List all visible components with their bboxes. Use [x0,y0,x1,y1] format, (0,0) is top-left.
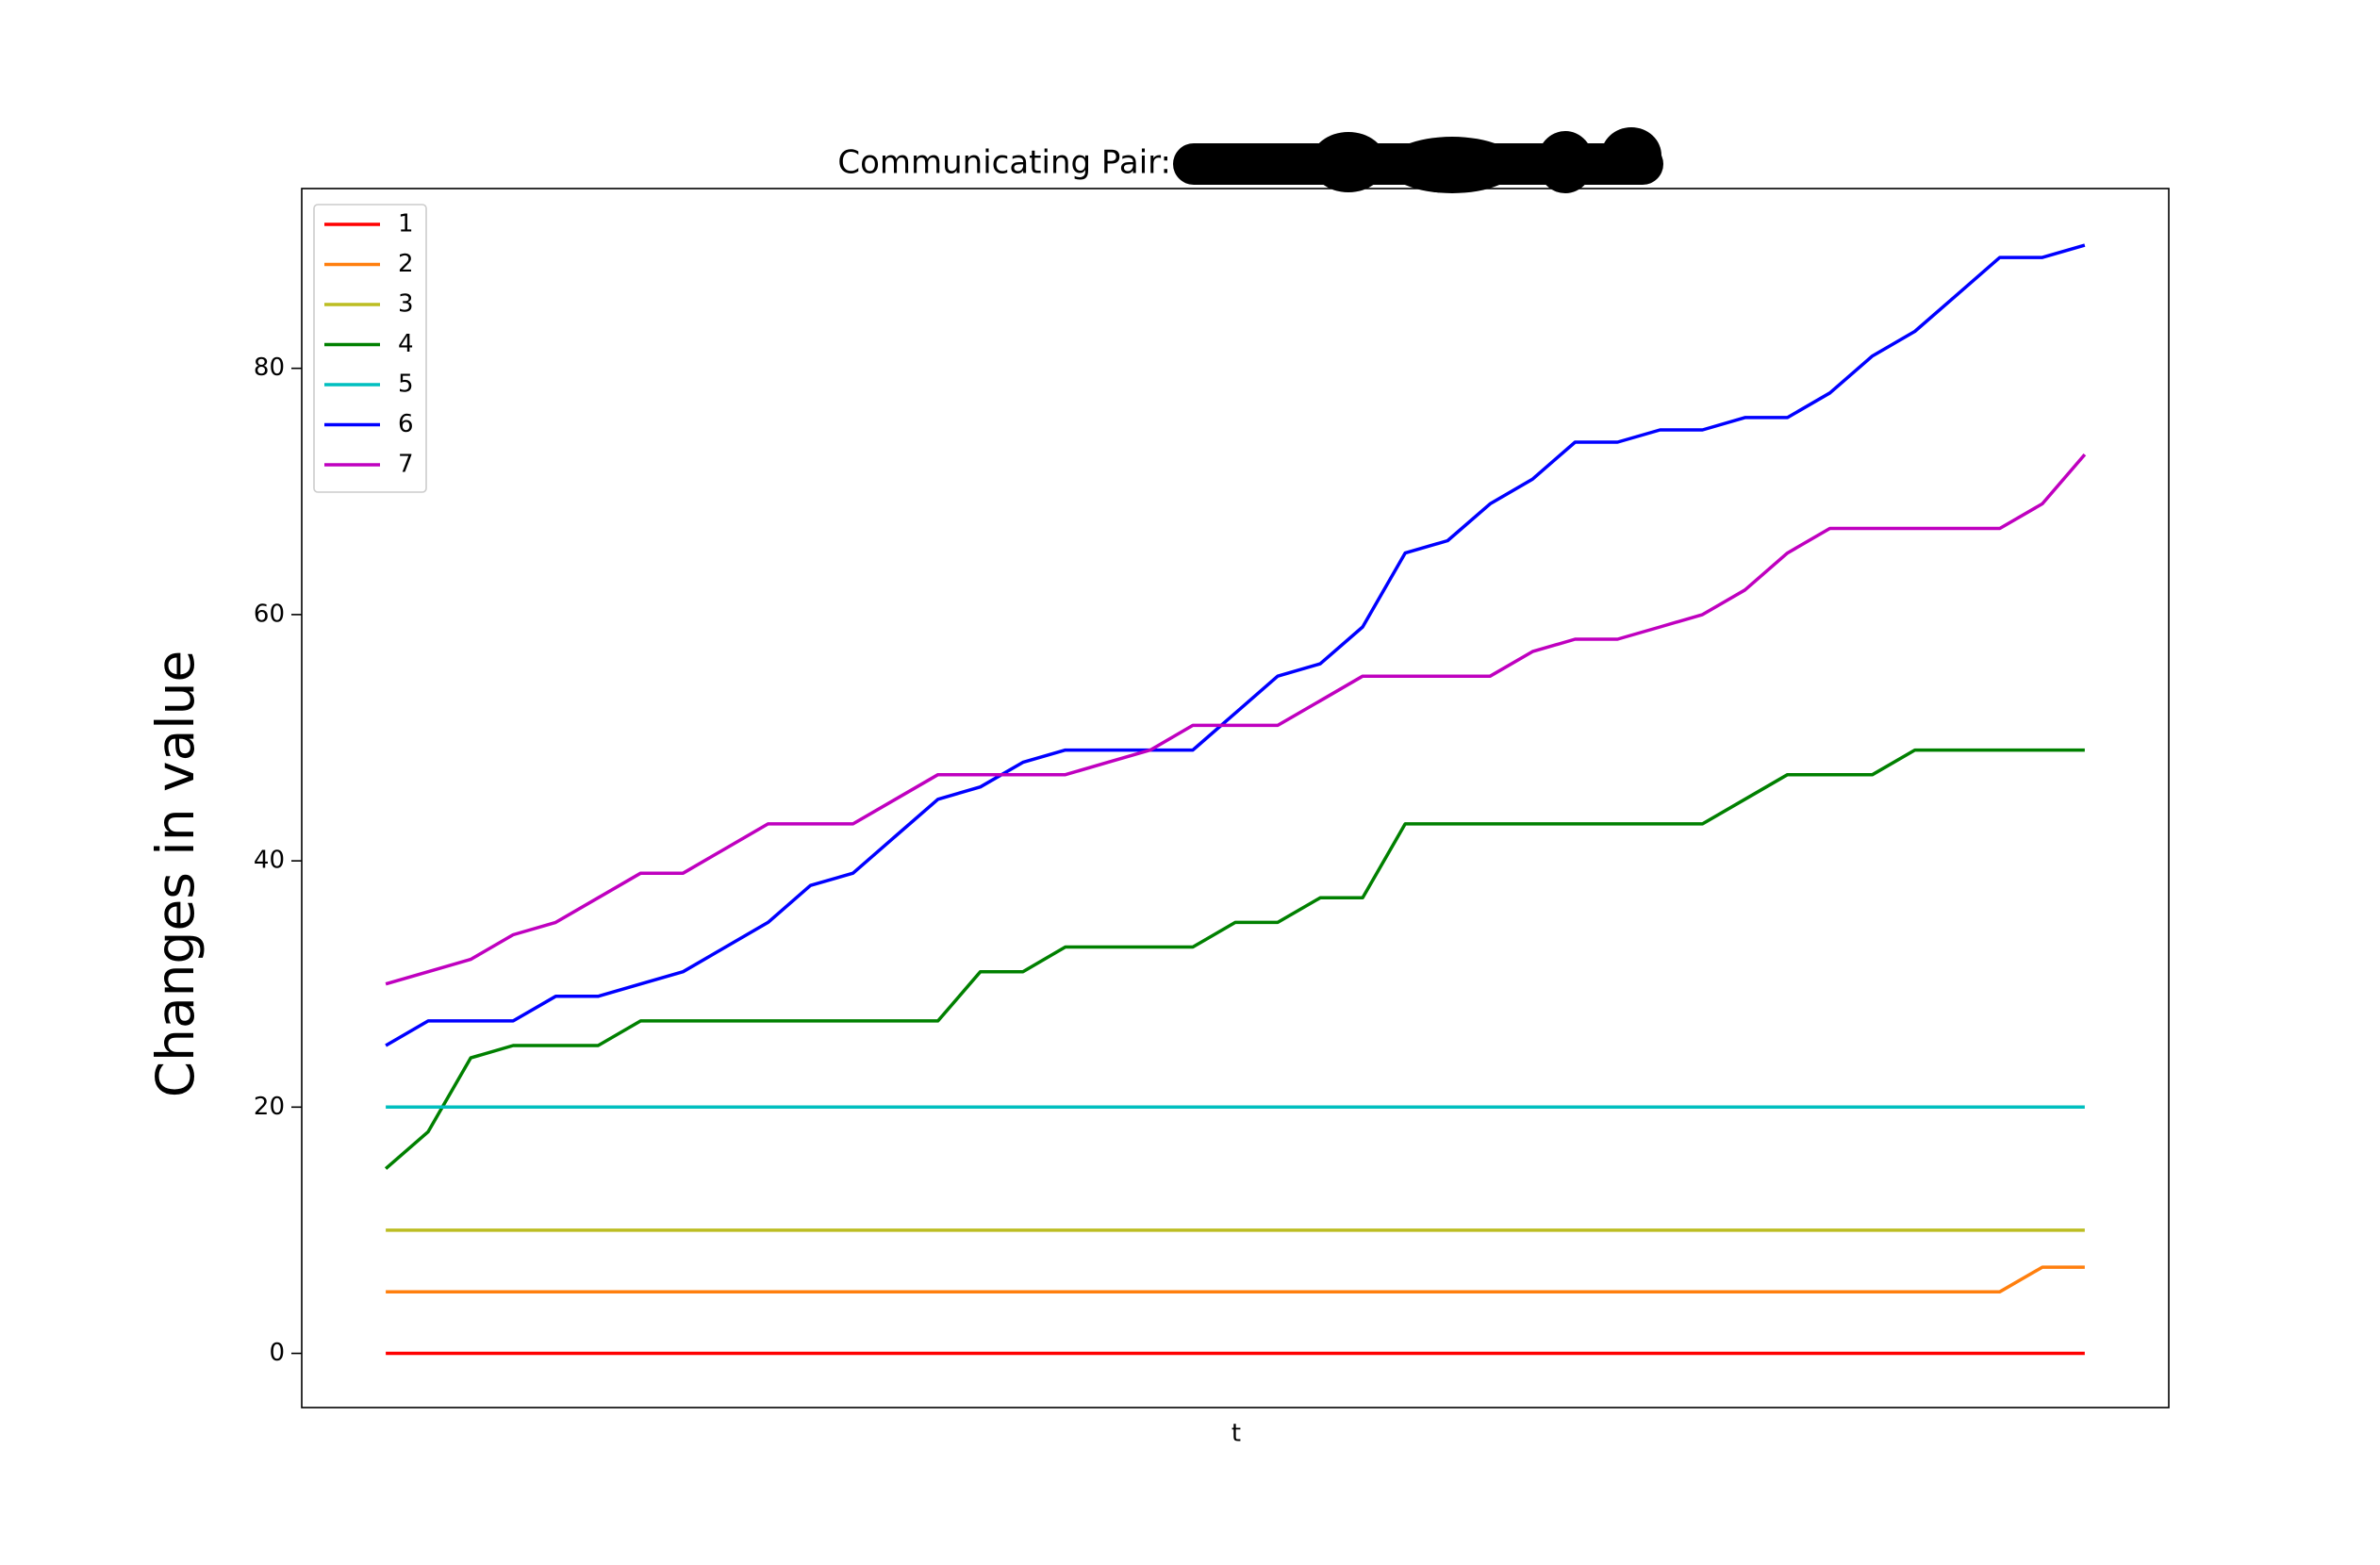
legend-box [313,204,427,493]
y-tick-label: 60 [254,600,285,628]
redaction [1173,127,1663,193]
y-tick-label: 20 [254,1093,285,1121]
series-line [386,1265,2085,1293]
legend-label: 7 [398,451,414,479]
plot-area [384,243,2087,1356]
y-tick-label: 40 [254,847,285,875]
series-line [384,748,2085,1170]
plot-frame [301,188,2170,1408]
legend: 1 2 3 4 5 6 7 [313,204,427,493]
legend-label: 4 [398,330,414,358]
legend-label: 6 [398,410,414,438]
legend-label: 2 [398,250,414,278]
y-axis-label: Changes in value [145,651,206,1098]
series-line [385,453,2087,986]
chart-title: Communicating Pair: [837,144,1171,182]
x-axis-label: t [1231,1420,1241,1448]
y-tick-label: 0 [269,1339,285,1367]
legend-label: 1 [398,210,414,239]
legend-label: 5 [398,371,414,399]
legend-label: 3 [398,290,414,319]
y-tick-label: 80 [254,354,285,382]
series-line [385,243,2086,1047]
